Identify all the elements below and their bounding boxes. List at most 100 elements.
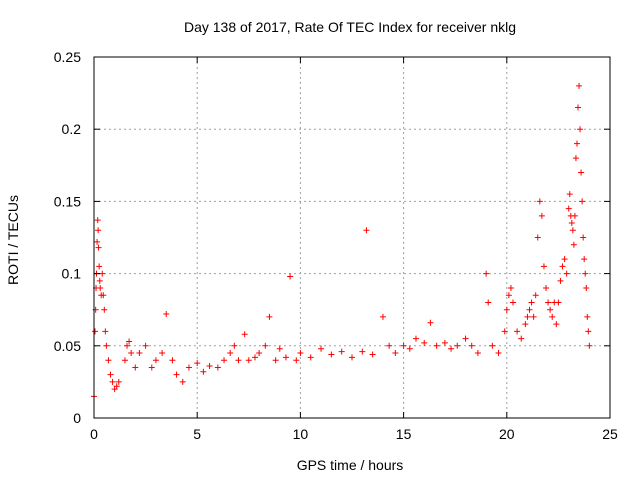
data-point: [555, 299, 562, 306]
data-point: [245, 357, 252, 364]
data-point: [96, 277, 103, 284]
data-point: [318, 345, 325, 352]
data-point: [421, 339, 428, 346]
data-point: [102, 328, 109, 335]
data-point: [386, 342, 393, 349]
data-point: [509, 299, 516, 306]
data-point: [235, 357, 242, 364]
data-point: [287, 273, 294, 280]
data-point: [503, 306, 510, 313]
data-point: [379, 313, 386, 320]
data-point: [136, 350, 143, 357]
data-point: [227, 350, 234, 357]
data-point: [363, 227, 370, 234]
data-point: [565, 205, 572, 212]
data-point: [297, 350, 304, 357]
data-point: [583, 285, 590, 292]
data-point: [549, 313, 556, 320]
data-point: [547, 306, 554, 313]
data-point: [570, 241, 577, 248]
x-tick-label: 20: [499, 426, 515, 442]
data-point: [94, 217, 101, 224]
data-point: [474, 350, 481, 357]
axes: 0 5 10 15 20 25 0 0.05 0.1 0.15 0.2 0.25: [54, 49, 618, 442]
data-point: [441, 339, 448, 346]
data-point: [231, 342, 238, 349]
data-point: [99, 270, 106, 277]
data-point: [454, 342, 461, 349]
data-point: [501, 328, 508, 335]
data-point: [400, 342, 407, 349]
data-point: [566, 191, 573, 198]
data-point: [585, 328, 592, 335]
data-point: [121, 357, 128, 364]
data-point: [485, 299, 492, 306]
data-point: [126, 338, 133, 345]
data-point: [561, 256, 568, 263]
data-point: [579, 198, 586, 205]
data-point: [462, 335, 469, 342]
data-point: [328, 351, 335, 358]
data-point: [159, 350, 166, 357]
data-point: [536, 198, 543, 205]
data-point: [584, 313, 591, 320]
data-point: [338, 348, 345, 355]
data-point: [169, 357, 176, 364]
data-point: [526, 306, 533, 313]
data-point: [128, 350, 135, 357]
data-point: [412, 335, 419, 342]
data-point: [568, 220, 575, 227]
x-axis-label: GPS time / hours: [297, 457, 404, 473]
data-point: [148, 364, 155, 371]
data-point: [553, 321, 560, 328]
data-point: [103, 342, 110, 349]
data-point: [581, 256, 588, 263]
data-point: [100, 292, 107, 299]
data-point: [577, 126, 584, 133]
data-point: [185, 364, 192, 371]
data-point: [545, 299, 552, 306]
data-point: [483, 270, 490, 277]
data-point: [359, 348, 366, 355]
chart-title: Day 138 of 2017, Rate Of TEC Index for r…: [184, 19, 516, 35]
data-point: [206, 363, 213, 370]
data-point: [534, 234, 541, 241]
x-tick-label: 15: [396, 426, 412, 442]
data-point: [433, 342, 440, 349]
data-point: [95, 227, 102, 234]
data-point: [132, 364, 139, 371]
y-axis-label: ROTI / TECUs: [5, 195, 21, 285]
data-point: [113, 383, 120, 390]
data-point: [282, 354, 289, 361]
data-point: [200, 368, 207, 375]
data-point: [101, 306, 108, 313]
data-point: [448, 345, 455, 352]
y-tick-label: 0.1: [62, 266, 82, 282]
data-point: [173, 371, 180, 378]
data-points: [91, 82, 593, 400]
data-point: [559, 263, 566, 270]
data-point: [571, 212, 578, 219]
data-point: [576, 82, 583, 89]
y-tick-label: 0.25: [54, 49, 81, 65]
data-point: [221, 357, 228, 364]
data-point: [194, 360, 201, 367]
data-point: [514, 328, 521, 335]
data-point: [524, 313, 531, 320]
x-tick-label: 10: [293, 426, 309, 442]
data-point: [115, 378, 122, 385]
data-point: [369, 351, 376, 358]
y-tick-label: 0.05: [54, 338, 81, 354]
data-point: [427, 319, 434, 326]
data-point: [578, 169, 585, 176]
data-point: [569, 227, 576, 234]
data-point: [495, 350, 502, 357]
data-point: [105, 357, 112, 364]
grid: [94, 57, 610, 418]
data-point: [543, 285, 550, 292]
plot-frame: [93, 56, 611, 419]
data-point: [241, 331, 248, 338]
data-point: [406, 345, 413, 352]
data-point: [109, 378, 116, 385]
data-point: [107, 371, 114, 378]
